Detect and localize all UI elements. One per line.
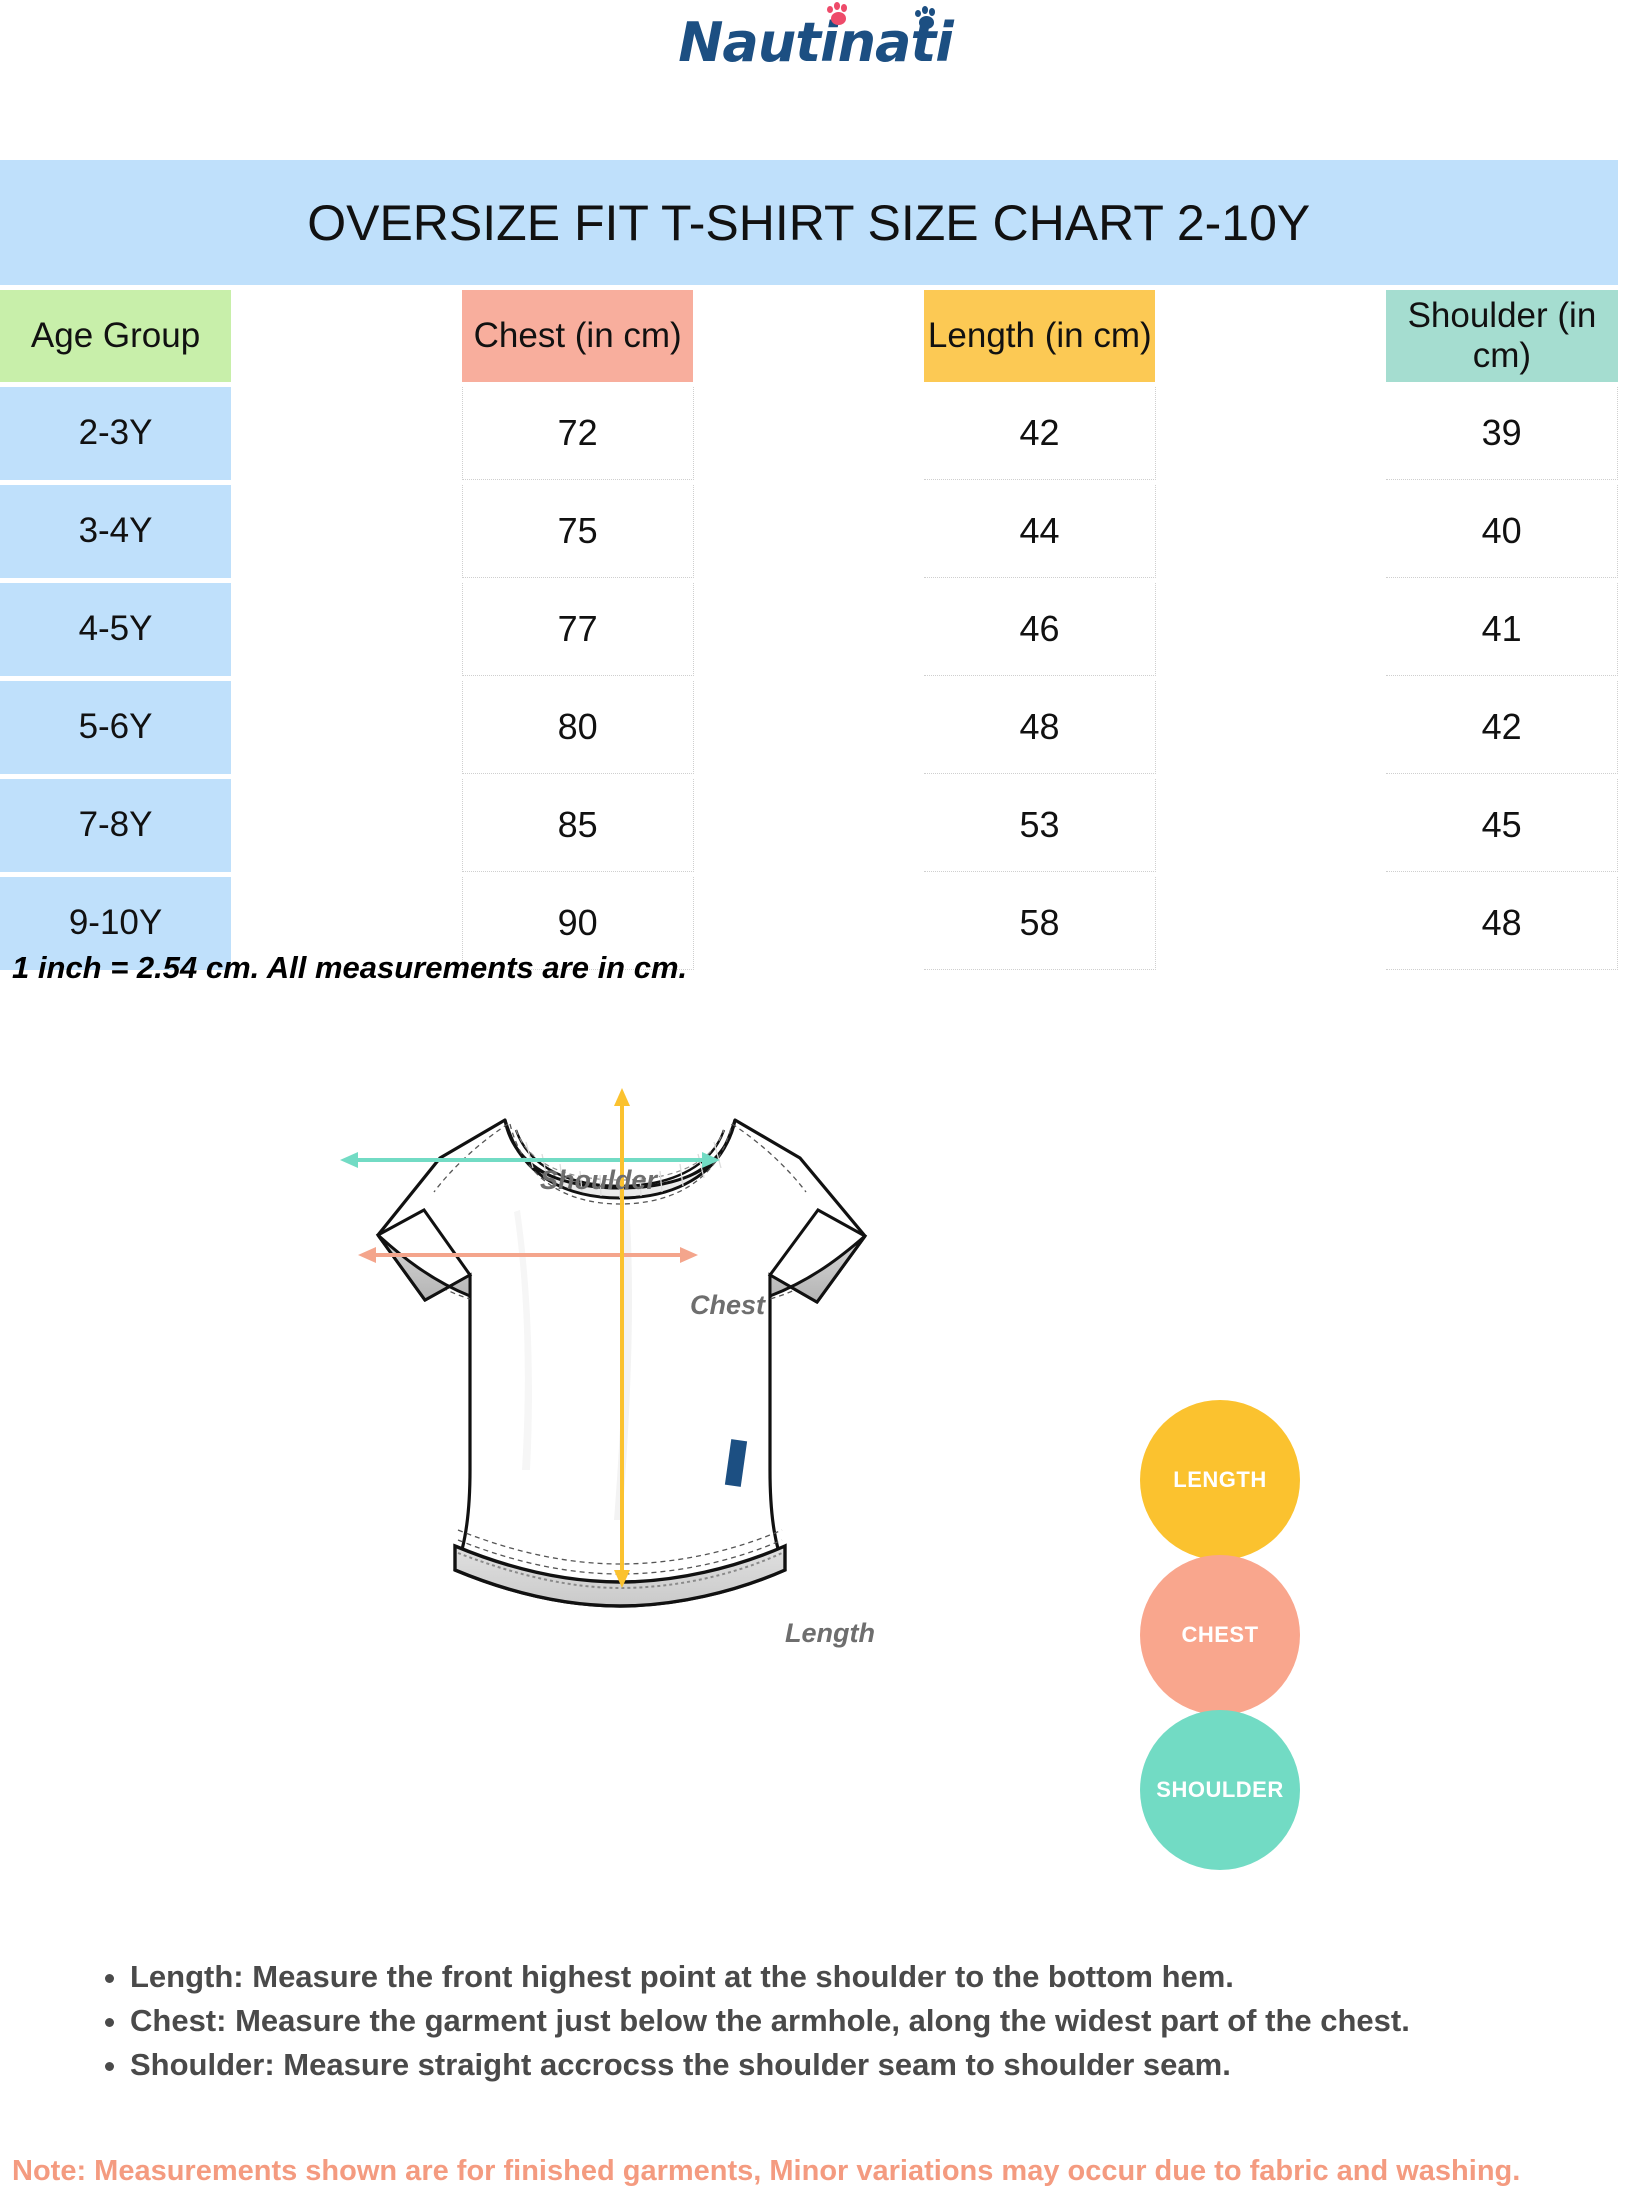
cell-age-group: 7-8Y bbox=[0, 779, 232, 872]
cell-shoulder: 40 bbox=[1386, 485, 1619, 578]
cell-age-group: 9-10Y bbox=[0, 877, 232, 970]
column-separator bbox=[693, 681, 925, 774]
column-header-length: Length (in cm) bbox=[924, 290, 1156, 382]
cell-shoulder: 48 bbox=[1386, 877, 1619, 970]
column-separator bbox=[1155, 779, 1387, 872]
length-measure-arrow bbox=[614, 1088, 630, 1588]
cell-shoulder: 42 bbox=[1386, 681, 1619, 774]
list-item: Length: Measure the front highest point … bbox=[130, 1955, 1620, 1999]
legend-item-length: LENGTH bbox=[1140, 1400, 1300, 1560]
brand-logo: Nautinati bbox=[666, 1, 966, 93]
column-header-shoulder: Shoulder (in cm) bbox=[1386, 290, 1618, 382]
cell-length: 53 bbox=[924, 779, 1156, 872]
cell-chest: 75 bbox=[461, 485, 694, 578]
cell-shoulder: 45 bbox=[1386, 779, 1619, 872]
column-separator bbox=[231, 779, 463, 872]
table-row: 9-10Y 90 58 48 bbox=[0, 877, 1619, 970]
length-label: Length bbox=[785, 1618, 875, 1648]
column-separator bbox=[693, 387, 925, 480]
row-spacer bbox=[0, 577, 1618, 583]
cell-chest: 90 bbox=[461, 877, 694, 970]
brand-header: Nautinati bbox=[0, 0, 1631, 96]
row-spacer bbox=[0, 773, 1618, 779]
paw-print-icon bbox=[826, 1, 852, 27]
table-header-row: Age Group Chest (in cm) Length (in cm) S… bbox=[0, 290, 1618, 382]
measurement-legend: LENGTH CHEST SHOULDER bbox=[1140, 1400, 1340, 1870]
table-row: 7-8Y 85 53 45 bbox=[0, 779, 1619, 872]
column-separator bbox=[231, 485, 463, 578]
cell-age-group: 3-4Y bbox=[0, 485, 232, 578]
list-item: Shoulder: Measure straight accrocss the … bbox=[130, 2043, 1620, 2087]
column-separator bbox=[231, 583, 463, 676]
measurement-instructions: Length: Measure the front highest point … bbox=[60, 1955, 1620, 2087]
cell-age-group: 2-3Y bbox=[0, 387, 232, 480]
column-separator bbox=[1155, 681, 1387, 774]
column-separator bbox=[231, 681, 463, 774]
garment-diagram bbox=[0, 1050, 1631, 1880]
column-separator bbox=[1155, 583, 1387, 676]
size-chart-section: OVERSIZE FIT T-SHIRT SIZE CHART 2-10Y Ag… bbox=[0, 160, 1631, 970]
cell-chest: 77 bbox=[461, 583, 694, 676]
shoulder-measure-arrow bbox=[340, 1152, 720, 1168]
table-row: 3-4Y 75 44 40 bbox=[0, 485, 1619, 578]
column-separator bbox=[1155, 290, 1387, 382]
column-header-chest: Chest (in cm) bbox=[462, 290, 694, 382]
column-separator bbox=[693, 290, 925, 382]
column-separator bbox=[1155, 877, 1387, 970]
column-separator bbox=[693, 485, 925, 578]
table-title-row: OVERSIZE FIT T-SHIRT SIZE CHART 2-10Y bbox=[0, 160, 1618, 285]
table-row: 4-5Y 77 46 41 bbox=[0, 583, 1619, 676]
chest-measure-arrow bbox=[358, 1247, 698, 1263]
cell-chest: 85 bbox=[461, 779, 694, 872]
conversion-note: 1 inch = 2.54 cm. All measurements are i… bbox=[12, 950, 688, 985]
legend-item-shoulder: SHOULDER bbox=[1140, 1710, 1300, 1870]
paw-print-icon bbox=[914, 5, 940, 31]
cell-length: 58 bbox=[924, 877, 1156, 970]
column-header-age-group: Age Group bbox=[0, 290, 232, 382]
size-chart-table: OVERSIZE FIT T-SHIRT SIZE CHART 2-10Y Ag… bbox=[0, 160, 1619, 970]
cell-length: 42 bbox=[924, 387, 1156, 480]
cell-chest: 80 bbox=[461, 681, 694, 774]
tshirt-illustration bbox=[375, 1118, 868, 1608]
brand-wordmark: Nautinati bbox=[678, 11, 954, 74]
chest-label: Chest bbox=[690, 1290, 766, 1320]
cell-chest: 72 bbox=[461, 387, 694, 480]
table-row: 2-3Y 72 42 39 bbox=[0, 387, 1619, 480]
row-spacer bbox=[0, 871, 1618, 877]
column-separator bbox=[231, 877, 463, 970]
column-separator bbox=[231, 290, 463, 382]
cell-age-group: 4-5Y bbox=[0, 583, 232, 676]
shoulder-label: Shoulder bbox=[540, 1165, 658, 1195]
cell-length: 48 bbox=[924, 681, 1156, 774]
cell-shoulder: 39 bbox=[1386, 387, 1619, 480]
cell-length: 46 bbox=[924, 583, 1156, 676]
row-spacer bbox=[0, 382, 1618, 387]
row-spacer bbox=[0, 479, 1618, 485]
garment-brand-tag bbox=[724, 1439, 748, 1487]
cell-shoulder: 41 bbox=[1386, 583, 1619, 676]
column-separator bbox=[1155, 485, 1387, 578]
column-separator bbox=[693, 877, 925, 970]
page-title: OVERSIZE FIT T-SHIRT SIZE CHART 2-10Y bbox=[0, 160, 1618, 285]
column-separator bbox=[231, 387, 463, 480]
disclaimer-note: Note: Measurements shown are for finishe… bbox=[12, 2155, 1521, 2187]
legend-item-chest: CHEST bbox=[1140, 1555, 1300, 1715]
column-separator bbox=[1155, 387, 1387, 480]
row-spacer bbox=[0, 675, 1618, 681]
cell-length: 44 bbox=[924, 485, 1156, 578]
row-spacer bbox=[0, 285, 1618, 290]
column-separator bbox=[693, 779, 925, 872]
list-item: Chest: Measure the garment just below th… bbox=[130, 1999, 1620, 2043]
column-separator bbox=[693, 583, 925, 676]
table-row: 5-6Y 80 48 42 bbox=[0, 681, 1619, 774]
cell-age-group: 5-6Y bbox=[0, 681, 232, 774]
